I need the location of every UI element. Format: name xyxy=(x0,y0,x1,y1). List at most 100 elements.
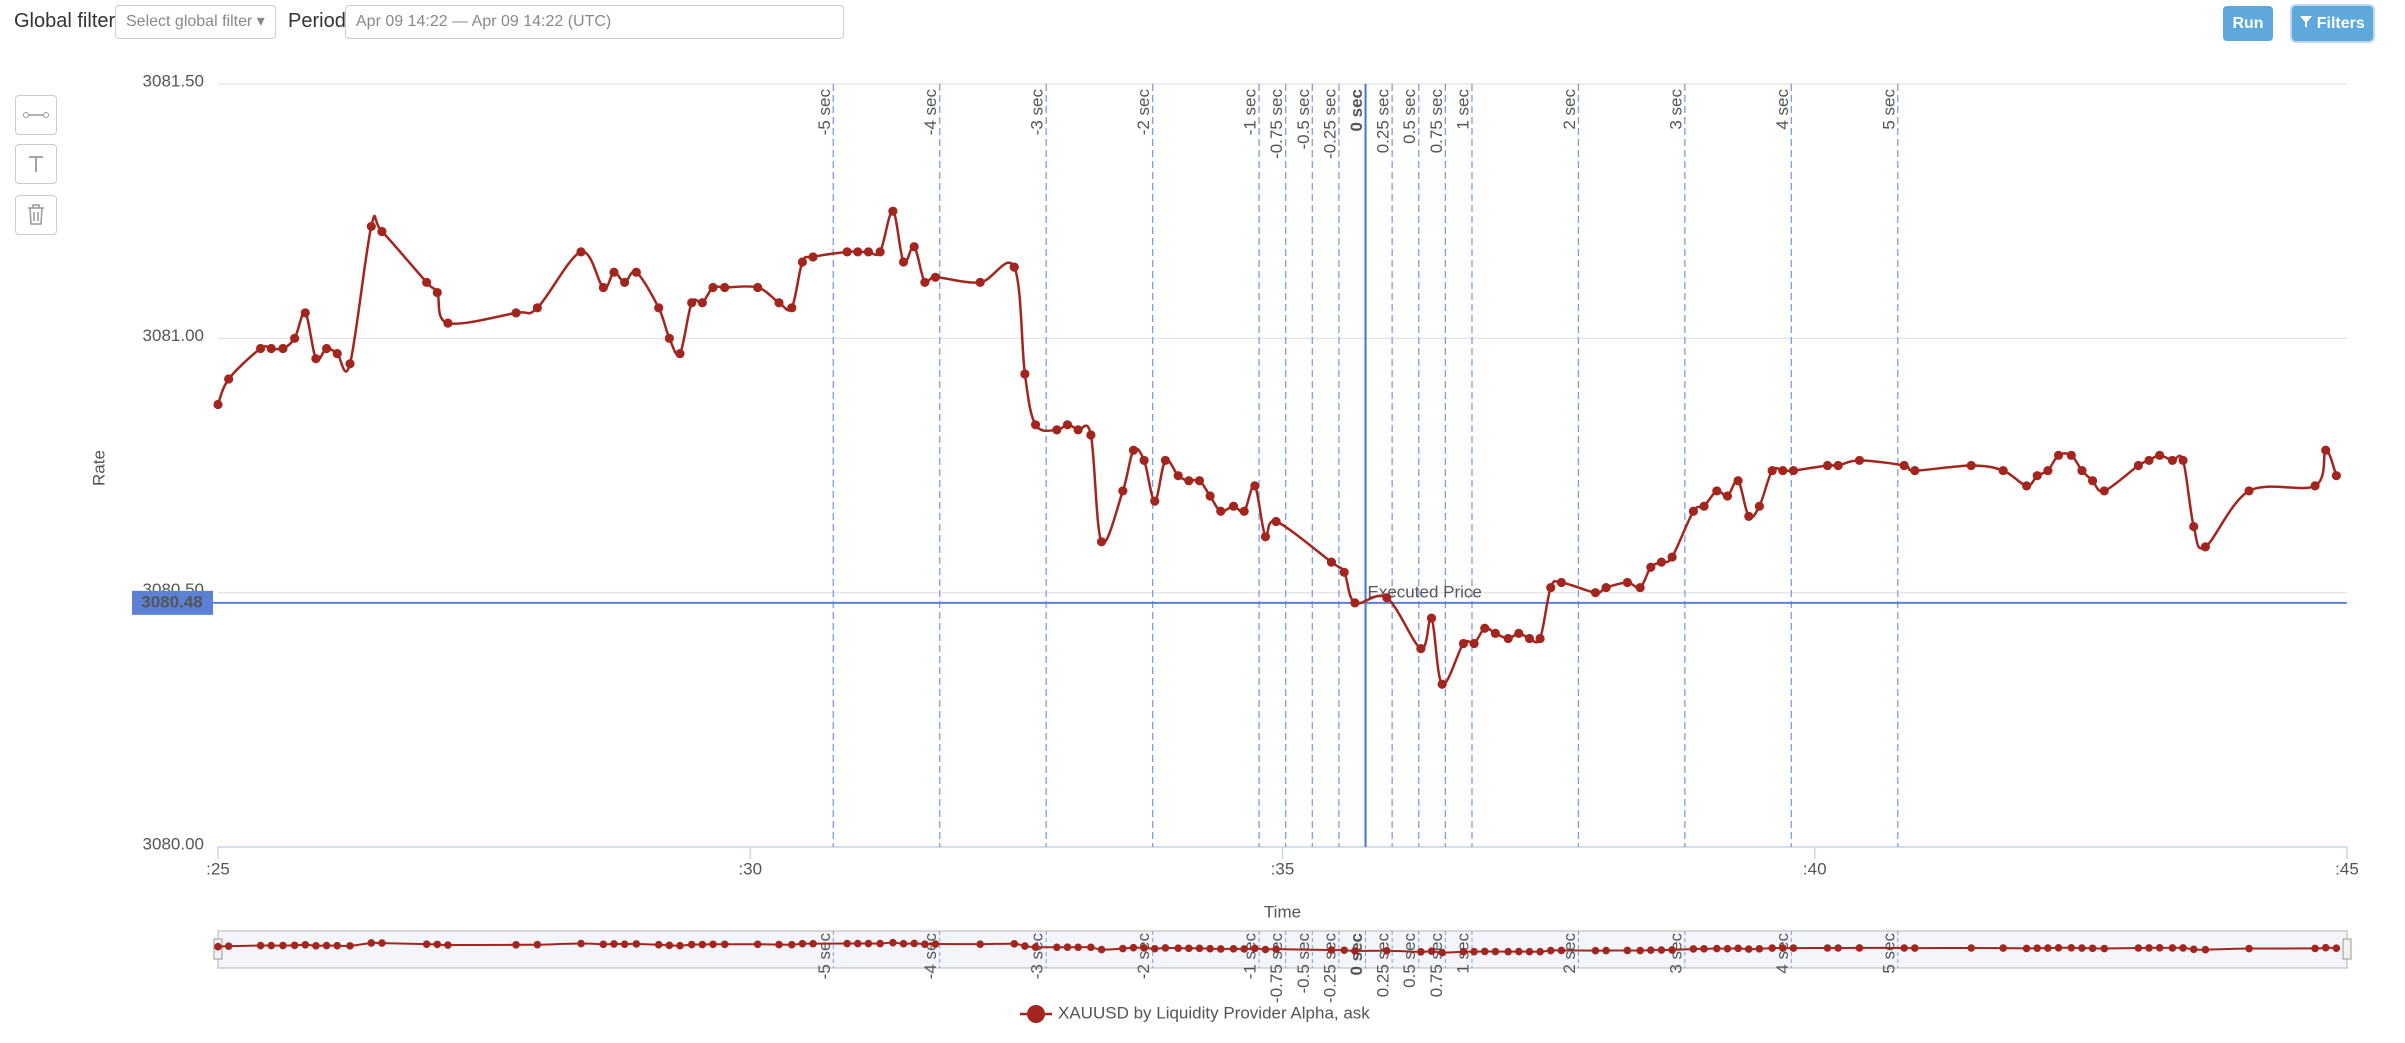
run-button[interactable]: Run xyxy=(2223,6,2273,41)
navigator-point xyxy=(1855,944,1864,952)
navigator-point xyxy=(1557,946,1566,955)
data-point xyxy=(1150,496,1160,506)
navigator-point xyxy=(620,940,629,948)
data-point xyxy=(620,277,630,287)
data-point xyxy=(1052,425,1062,435)
data-point xyxy=(753,282,763,293)
data-point xyxy=(1469,638,1479,649)
navigator-point xyxy=(322,941,331,950)
navigator-point xyxy=(809,939,817,948)
data-point xyxy=(808,252,818,262)
marker-label: 2 sec xyxy=(1560,89,1579,130)
marker-label: 0 sec xyxy=(1347,89,1366,132)
navigator-point xyxy=(224,942,233,950)
data-point xyxy=(1205,491,1215,501)
navigator-handle[interactable] xyxy=(2342,938,2352,960)
legend-label: XAUUSD by Liquidity Provider Alpha, ask xyxy=(1058,1003,1370,1022)
data-point xyxy=(1833,460,1843,471)
data-point xyxy=(875,247,885,257)
data-point xyxy=(1271,516,1281,527)
data-point xyxy=(787,303,797,313)
navigator-point xyxy=(1591,946,1600,955)
navigator-point xyxy=(290,941,299,950)
data-point xyxy=(1437,679,1447,689)
navigator-point xyxy=(610,940,618,948)
navigator-point xyxy=(2022,944,2031,953)
trash-icon xyxy=(28,204,44,225)
y-tick-label: 3081.50 xyxy=(143,71,204,90)
navigator-point xyxy=(1459,947,1468,956)
data-point xyxy=(332,348,342,359)
data-point xyxy=(842,247,852,257)
data-point xyxy=(720,282,730,293)
navigator-point xyxy=(1251,944,1259,953)
data-point xyxy=(2155,450,2165,460)
navigator-point xyxy=(433,940,442,949)
navigator-point xyxy=(2054,943,2063,952)
navigator-point xyxy=(843,939,851,948)
data-point xyxy=(377,226,387,237)
navigator-point xyxy=(1834,944,1842,952)
navigator-point xyxy=(367,939,376,947)
data-point xyxy=(278,343,288,354)
data-point xyxy=(2087,476,2098,486)
filters-text: Filters xyxy=(2316,15,2365,32)
navigator-point xyxy=(1261,945,1270,954)
navigator-point xyxy=(853,939,862,948)
navigator-point xyxy=(1129,943,1138,952)
data-point xyxy=(1910,465,1920,476)
data-point xyxy=(432,287,442,298)
data-point xyxy=(1480,623,1490,633)
navigator-point xyxy=(2033,944,2042,953)
data-point xyxy=(213,399,223,410)
navigator-point xyxy=(1689,945,1698,953)
y-tick-label: 3081.00 xyxy=(143,326,204,345)
executed-price-badge xyxy=(132,590,213,615)
data-point xyxy=(697,298,707,308)
navigator-point xyxy=(1438,948,1446,957)
data-point xyxy=(1778,465,1788,476)
navigator-point xyxy=(422,940,431,948)
data-point xyxy=(687,298,697,308)
data-point xyxy=(1160,455,1171,466)
navigator-point xyxy=(333,941,342,950)
navigator-point xyxy=(1053,943,1061,952)
data-point xyxy=(1899,460,1909,471)
data-point xyxy=(1524,633,1535,644)
line-icon xyxy=(23,112,49,118)
data-point xyxy=(975,277,985,287)
navigator-point xyxy=(1272,945,1280,953)
navigator-point xyxy=(1602,946,1610,955)
navigator-point xyxy=(1491,947,1500,956)
filters-button[interactable]: Filters xyxy=(2292,6,2373,41)
line-tool[interactable] xyxy=(15,95,57,135)
data-point xyxy=(1635,582,1645,593)
data-point xyxy=(1490,628,1500,638)
delete-tool[interactable] xyxy=(15,195,57,235)
data-point xyxy=(1020,369,1030,379)
executed-price-label: Executed Price xyxy=(1368,582,1482,601)
navigator-point xyxy=(1427,947,1436,955)
navigator-point xyxy=(787,940,796,949)
data-point xyxy=(797,257,808,267)
data-point xyxy=(1173,471,1183,481)
data-point xyxy=(1194,476,1205,486)
text-tool[interactable] xyxy=(15,144,57,184)
data-point xyxy=(1754,501,1764,511)
data-point xyxy=(1546,582,1556,593)
text-icon xyxy=(29,156,43,172)
marker-label: -5 sec xyxy=(815,89,834,136)
data-point xyxy=(2144,455,2154,466)
data-point xyxy=(1854,455,1865,466)
marker-label: -0.75 sec xyxy=(1267,89,1286,159)
x-axis-title: Time xyxy=(1264,902,1301,921)
navigator-point xyxy=(665,941,674,950)
data-point xyxy=(1514,628,1524,638)
period-input[interactable]: Apr 09 14:22 — Apr 09 14:22 (UTC) xyxy=(345,5,844,39)
global-filter-select[interactable]: Select global filter ▾ xyxy=(115,5,276,39)
navigator-point xyxy=(512,941,520,949)
data-point xyxy=(1656,557,1667,567)
navigator-point xyxy=(1546,946,1555,955)
navigator-marker-label: 3 sec xyxy=(1666,933,1685,974)
